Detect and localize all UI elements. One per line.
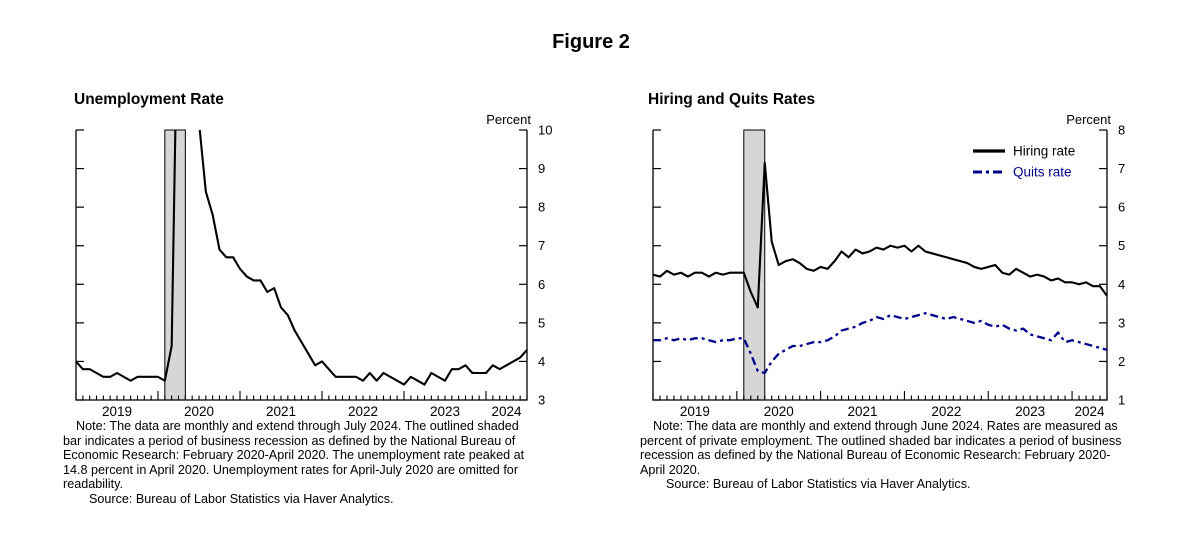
axis-frame (652, 130, 1108, 401)
year-label: 2023 (430, 404, 460, 419)
left-note-text: Note: The data are monthly and extend th… (63, 419, 525, 492)
y-tick-label: 3 (1118, 315, 1125, 330)
right-panel-note: Note: The data are monthly and extend th… (640, 419, 1124, 492)
left-panel-title: Unemployment Rate (74, 91, 224, 108)
axis-frame (75, 130, 528, 401)
year-label: 2021 (848, 404, 878, 419)
y-tick-label: 8 (1118, 123, 1125, 138)
year-label: 2021 (266, 404, 296, 419)
right-note-text: Note: The data are monthly and extend th… (640, 419, 1122, 477)
legend-label: Quits rate (1013, 165, 1072, 180)
year-label: 2022 (348, 404, 378, 419)
y-axis-unit-label: Percent (1066, 112, 1111, 127)
year-label: 2022 (931, 404, 961, 419)
unemployment-rate-chart: 3 4 5 6 7 8 9 10 Percent 2019 2020 2021 2022 2023 2024 (75, 112, 552, 419)
y-tick-label: 1 (1118, 393, 1125, 408)
y-axis-unit-label: Percent (486, 112, 531, 127)
series-line-quits-rate (653, 312, 1107, 375)
year-label: 2024 (491, 404, 522, 419)
y-tick-label: 7 (538, 238, 545, 253)
y-tick-label: 5 (1118, 238, 1125, 253)
series-line-unemployment-rate (76, 130, 527, 386)
year-label: 2024 (1075, 404, 1106, 419)
year-label: 2020 (764, 404, 794, 419)
left-source-text: Source: Bureau of Labor Statistics via H… (89, 491, 394, 506)
year-label: 2019 (102, 404, 132, 419)
year-label: 2020 (184, 404, 214, 419)
y-tick-label: 2 (1118, 354, 1125, 369)
y-tick-label: 6 (538, 277, 545, 292)
hiring-quits-rates-chart: 1 2 3 4 5 6 7 8 Percent 2019 2020 2021 2022 2023 2024 H… (652, 112, 1125, 419)
year-label: 2019 (680, 404, 710, 419)
legend-label: Hiring rate (1013, 144, 1075, 159)
y-tick-label: 3 (538, 393, 545, 408)
y-tick-label: 10 (538, 123, 552, 138)
series-line-hiring-rate (653, 161, 1107, 309)
y-tick-label: 7 (1118, 161, 1125, 176)
y-tick-label: 8 (538, 200, 545, 215)
y-tick-label: 4 (538, 354, 545, 369)
y-tick-label: 5 (538, 315, 545, 330)
right-panel-title: Hiring and Quits Rates (648, 91, 816, 108)
y-tick-label: 6 (1118, 200, 1125, 215)
figure-title: Figure 2 (552, 31, 630, 53)
year-label: 2023 (1015, 404, 1045, 419)
right-source-text: Source: Bureau of Labor Statistics via H… (666, 477, 971, 492)
left-panel-note: Note: The data are monthly and extend th… (63, 419, 533, 507)
y-tick-label: 4 (1118, 277, 1125, 292)
y-tick-label: 9 (538, 161, 545, 176)
